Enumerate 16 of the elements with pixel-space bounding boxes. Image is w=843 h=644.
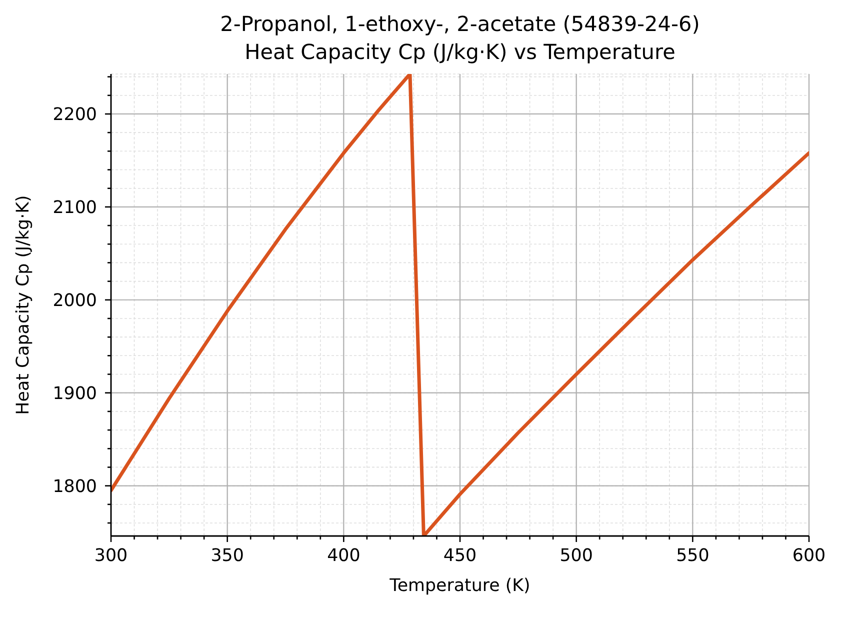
x-tick-label: 300 [94, 546, 128, 566]
chart-title: 2-Propanol, 1-ethoxy-, 2-acetate (54839-24-6) [219, 12, 701, 37]
y-tick-label: 2000 [52, 290, 97, 311]
y-tick-label: 2100 [52, 198, 97, 218]
y-axis-title: Heat Capacity Cp (J/kg·K) [14, 195, 34, 415]
y-tick-label: 1800 [52, 476, 97, 497]
x-axis-title: Temperature (K) [388, 576, 532, 597]
chart-subtitle: Heat Capacity Cp (J/kg·K) vs Temperature [244, 40, 676, 65]
x-tick-label: 500 [560, 546, 593, 566]
x-tick-label: 550 [676, 546, 710, 566]
x-tick-label: 450 [443, 546, 477, 566]
y-tick-label: 1900 [52, 384, 97, 404]
x-tick-label: 350 [210, 546, 244, 566]
x-tick-label: 600 [792, 546, 826, 566]
y-tick-label: 2200 [52, 105, 97, 126]
x-tick-label: 400 [327, 546, 360, 566]
